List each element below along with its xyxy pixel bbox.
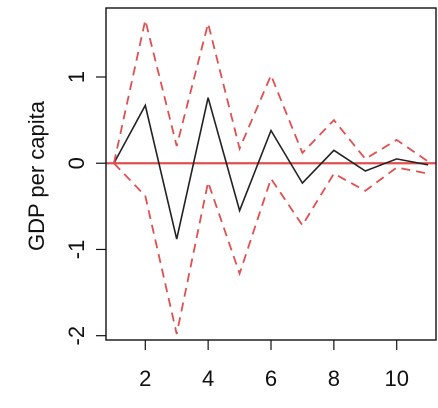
series-line-upper-bound bbox=[113, 19, 429, 164]
x-tick-label: 4 bbox=[202, 366, 214, 391]
y-tick-label: 0 bbox=[64, 157, 89, 169]
series-line-lower-bound bbox=[113, 162, 429, 335]
y-tick-label: -1 bbox=[64, 240, 89, 260]
x-tick-label: 8 bbox=[328, 366, 340, 391]
x-tick-label: 2 bbox=[139, 366, 151, 391]
y-tick-label: -2 bbox=[64, 326, 89, 346]
series-line-response bbox=[113, 97, 429, 240]
x-tick-label: 10 bbox=[384, 366, 408, 391]
y-axis-label: GDP per capita bbox=[24, 100, 49, 251]
plot-area bbox=[106, 19, 436, 335]
x-tick-label: 6 bbox=[265, 366, 277, 391]
y-tick-label: 1 bbox=[64, 71, 89, 83]
axes: 2 4 6 8 10 -2 -1 0 1 bbox=[64, 7, 437, 391]
